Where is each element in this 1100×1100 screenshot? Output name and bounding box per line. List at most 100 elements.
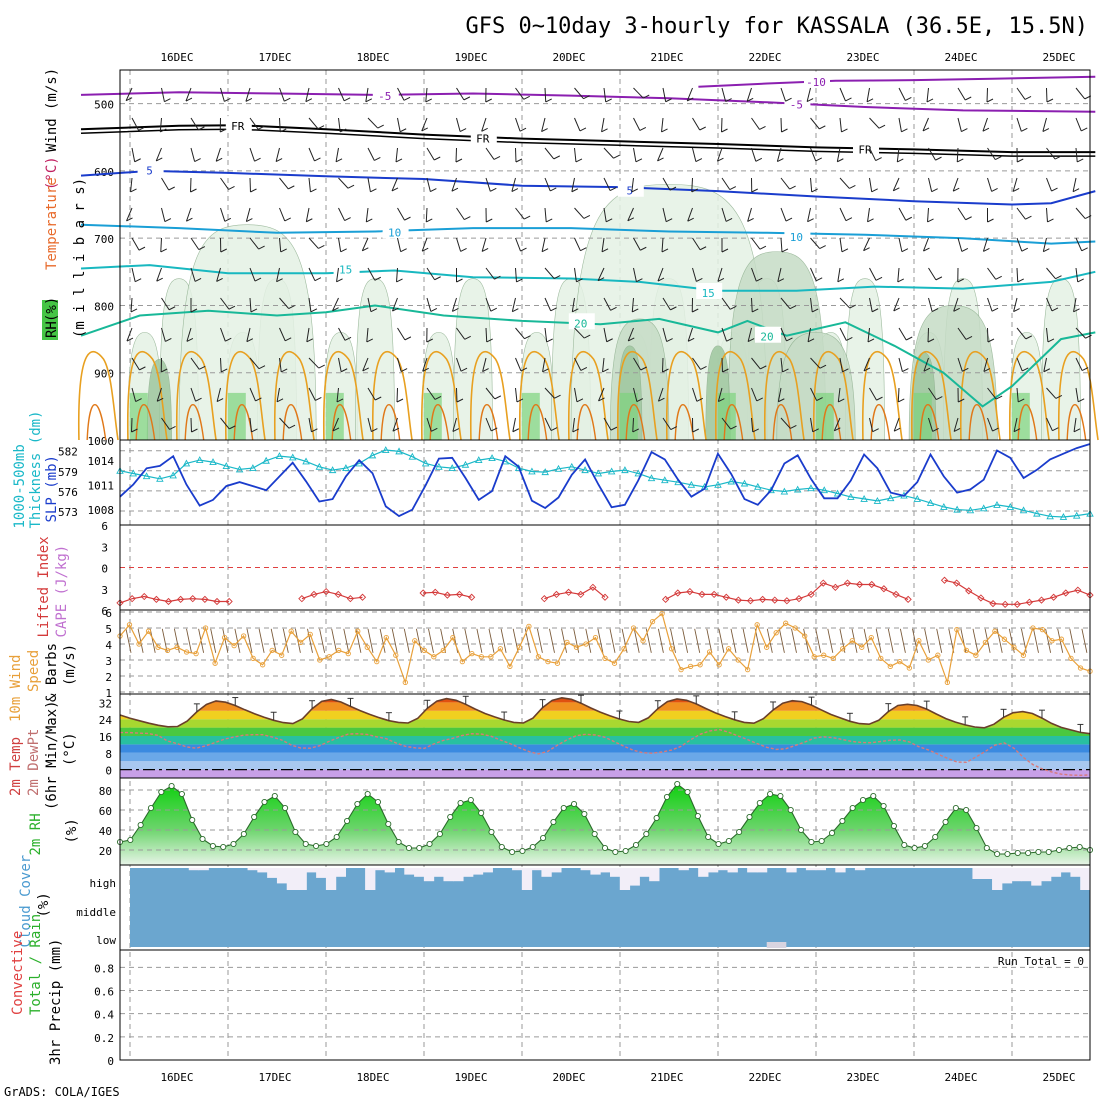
wind-barb (156, 267, 162, 282)
wind-barb-flag (482, 368, 489, 373)
wind-speed-point (906, 665, 912, 671)
wind-barb (485, 147, 495, 160)
wind-barb-flag (512, 428, 520, 433)
wind-barb-flag (403, 96, 411, 101)
rh-point (901, 841, 908, 849)
wind-barb (780, 297, 791, 310)
wind-barb (332, 417, 339, 432)
thickness-point (793, 485, 802, 493)
wind-barb (131, 147, 136, 162)
rh-point (457, 799, 464, 807)
wind-barb (692, 357, 701, 370)
rh-point (529, 843, 536, 851)
cloud-high-gap (472, 868, 484, 875)
rh-point (880, 802, 887, 810)
wind-barb-10m (294, 628, 301, 653)
wind-barb (1043, 357, 1047, 372)
thickness-point (1059, 513, 1068, 520)
wind-barb-flag (340, 368, 348, 373)
wind-speed-point (383, 634, 389, 641)
rh-point (509, 848, 516, 856)
wind-barb-10m (742, 628, 749, 653)
wind-barb (633, 357, 642, 371)
isotherm-25 (910, 351, 952, 441)
wind-barb (810, 237, 821, 249)
rh-point (282, 804, 289, 812)
wind-barb (1046, 297, 1053, 312)
isotherm-label-bg (470, 128, 497, 145)
wind-barb (1075, 327, 1086, 339)
wind-barb (898, 207, 907, 221)
thickness-tick-label: 582 (58, 446, 78, 459)
wind-barb-flag (696, 278, 703, 282)
thickness-point (315, 462, 324, 470)
wind-barb-flag (696, 397, 704, 402)
slp-tick-label: 1008 (88, 504, 115, 517)
isotherm-label: -5 (378, 90, 391, 103)
wind-barb-flag (964, 96, 972, 101)
temp-band (120, 769, 1090, 778)
wind-barb (130, 297, 133, 313)
wind-barb-flag (1073, 308, 1080, 313)
wind-barb (249, 387, 256, 402)
li-point (758, 595, 767, 604)
thickness-point (740, 479, 749, 487)
slp-ylabel: 1000-500mb Thickness (dm) SLP (mb) (12, 410, 60, 528)
wind-barb (574, 357, 582, 371)
wind-barb (279, 177, 289, 190)
thickness-point (661, 476, 669, 484)
rh-point (168, 782, 175, 790)
wind-barb (306, 327, 310, 342)
thickness-point (820, 486, 829, 494)
wind-speed-point (174, 644, 180, 650)
rh-point (540, 834, 547, 842)
cloud-high-gap (247, 868, 258, 871)
rh-point (1004, 850, 1011, 858)
wind-barb-flag (1012, 188, 1020, 192)
wind-barb (839, 297, 851, 309)
rh-point (333, 833, 340, 841)
wind-barb (186, 327, 192, 342)
wind-speed-point (783, 620, 789, 626)
cape-li-panel: 6 3 0 3 6 Lifted Index CAPE (J/kg) (36, 520, 1094, 638)
rh-point (395, 838, 402, 846)
thickness-point (687, 480, 696, 488)
wind-barb (1075, 237, 1083, 251)
wind-barb-flag (336, 398, 344, 403)
wind-barb (867, 327, 870, 342)
thickness-point (647, 474, 656, 482)
rh-point (612, 848, 619, 856)
wind-barb-flag (687, 337, 695, 342)
li-point (322, 587, 330, 596)
wind-barb (780, 207, 787, 222)
rh-blob (178, 224, 317, 441)
thickness-point (913, 494, 922, 502)
thickness-point (966, 506, 975, 514)
li-point (564, 588, 573, 596)
wind-barb-flag (523, 215, 531, 220)
wind-barb-flag (640, 366, 647, 371)
thickness-point (129, 469, 138, 477)
wind-barb (810, 357, 821, 369)
isotherm-label-bg (617, 180, 644, 197)
thickness-point (461, 460, 470, 468)
wind-barb (897, 387, 900, 403)
wind-barb (338, 327, 346, 341)
rh-point (767, 790, 774, 798)
rh-point (932, 833, 939, 841)
isotherm-25 (175, 351, 217, 441)
wind-barb (338, 357, 342, 372)
wind-barb-flag (426, 338, 433, 343)
wind-barb-flag (130, 308, 138, 313)
thickness-point (514, 464, 523, 472)
wind-barb (338, 237, 342, 252)
run-total-label: Run Total = 0 (998, 955, 1084, 968)
rh-point (777, 792, 784, 800)
thickness-point (328, 466, 337, 474)
wind-barb (810, 417, 814, 432)
isotherm-label: FR (476, 132, 490, 145)
wind-barb-flag (636, 278, 643, 283)
wind-barb-flag (138, 126, 145, 131)
li-tick-label: 6 (101, 520, 108, 533)
wind-barb (397, 117, 401, 132)
